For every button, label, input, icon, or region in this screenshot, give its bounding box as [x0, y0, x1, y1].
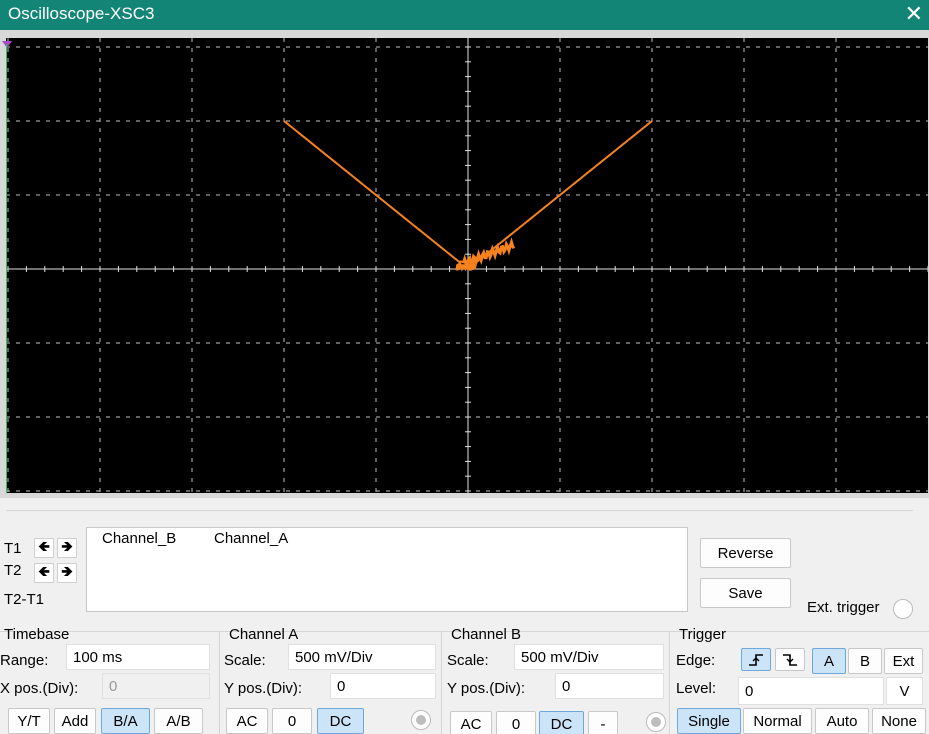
falling-edge-button[interactable]: [775, 648, 805, 671]
arrow-right-icon: 🡺: [61, 538, 73, 554]
panel-divider: [0, 631, 929, 632]
reverse-button[interactable]: Reverse: [700, 538, 791, 568]
t2-left-button[interactable]: 🡸: [34, 563, 54, 583]
range-field[interactable]: 100 ms: [66, 644, 210, 670]
trigger-none-button[interactable]: None: [872, 708, 926, 734]
channel-b-ac-button[interactable]: AC: [450, 711, 492, 734]
divider: [6, 510, 913, 511]
panel-divider: [441, 631, 442, 734]
trigger-auto-button[interactable]: Auto: [815, 708, 869, 734]
channel-a-scale-label: Scale:: [224, 652, 266, 669]
channel-b-dc-button[interactable]: DC: [539, 711, 584, 734]
level-label: Level:: [676, 680, 717, 697]
range-label: Range:: [0, 652, 49, 669]
timebase-title: Timebase: [4, 626, 70, 643]
t1-label: T1: [4, 540, 22, 557]
panel-divider: [669, 631, 670, 734]
rising-edge-icon: [749, 653, 763, 666]
channel-b-scale-label: Scale:: [447, 652, 489, 669]
channel-b-y-pos-field[interactable]: 0: [555, 673, 664, 699]
channel-a-zero-button[interactable]: 0: [272, 708, 312, 734]
channel-a-dc-button[interactable]: DC: [317, 708, 364, 734]
level-field[interactable]: 0: [738, 677, 884, 705]
x-pos-field: 0: [102, 673, 210, 699]
arrow-left-icon: 🡸: [38, 563, 50, 579]
mode-yt-button[interactable]: Y/T: [8, 708, 50, 734]
readout-column-channel-b: Channel_B: [102, 530, 177, 547]
t1-right-button[interactable]: 🡺: [57, 538, 77, 558]
channel-a-ac-button[interactable]: AC: [226, 708, 268, 734]
falling-edge-icon: [783, 653, 797, 666]
ext-trigger-terminal[interactable]: [893, 599, 913, 619]
channel-a-y-pos-field[interactable]: 0: [330, 673, 436, 699]
arrow-right-icon: 🡺: [61, 563, 73, 579]
oscilloscope-screen: [6, 38, 928, 493]
trigger-source-a-button[interactable]: A: [812, 648, 846, 674]
mode-ab-button[interactable]: A/B: [154, 708, 203, 734]
channel-a-scale-field[interactable]: 500 mV/Div: [288, 644, 436, 670]
t2-label: T2: [4, 562, 22, 579]
channel-b-y-pos-label: Y pos.(Div):: [447, 680, 526, 697]
title-bar: Oscilloscope-XSC3 ✕: [0, 0, 929, 30]
channel-a-terminal[interactable]: [411, 710, 431, 730]
t2-right-button[interactable]: 🡺: [57, 563, 77, 583]
readout-column-channel-a: Channel_A: [214, 530, 289, 547]
t1-cursor-line[interactable]: [6, 44, 7, 493]
trigger-source-ext-button[interactable]: Ext: [884, 648, 923, 674]
trigger-source-b-button[interactable]: B: [848, 648, 882, 674]
channel-b-invert-button[interactable]: -: [588, 711, 618, 734]
edge-label: Edge:: [676, 652, 716, 669]
panel-divider: [219, 631, 220, 734]
scope-display: [6, 38, 928, 493]
save-button[interactable]: Save: [700, 578, 791, 608]
trace-cluster: [455, 259, 477, 272]
channel-a-title: Channel A: [229, 626, 299, 643]
rising-edge-button[interactable]: [741, 648, 771, 671]
arrow-left-icon: 🡸: [38, 538, 50, 554]
channel-b-terminal[interactable]: [646, 712, 666, 732]
channel-a-y-pos-label: Y pos.(Div):: [224, 680, 303, 697]
trigger-normal-button[interactable]: Normal: [743, 708, 812, 734]
readout-panel: Channel_B Channel_A: [86, 527, 688, 612]
cursor-marker-icon[interactable]: [2, 36, 12, 48]
x-pos-label: X pos.(Div):: [0, 680, 79, 697]
level-unit-field[interactable]: V: [886, 677, 923, 705]
trigger-title: Trigger: [679, 626, 726, 643]
channel-b-zero-button[interactable]: 0: [496, 711, 536, 734]
trigger-single-button[interactable]: Single: [677, 708, 741, 734]
ext-trigger-label: Ext. trigger: [807, 599, 880, 616]
channel-b-scale-field[interactable]: 500 mV/Div: [514, 644, 664, 670]
t1-left-button[interactable]: 🡸: [34, 538, 54, 558]
window-title: Oscilloscope-XSC3: [8, 4, 155, 23]
mode-add-button[interactable]: Add: [54, 708, 96, 734]
t2-t1-label: T2-T1: [4, 591, 45, 608]
trace-cluster: [461, 237, 516, 270]
close-icon[interactable]: ✕: [904, 1, 923, 26]
mode-ba-button[interactable]: B/A: [101, 708, 150, 734]
channel-b-title: Channel B: [451, 626, 522, 643]
